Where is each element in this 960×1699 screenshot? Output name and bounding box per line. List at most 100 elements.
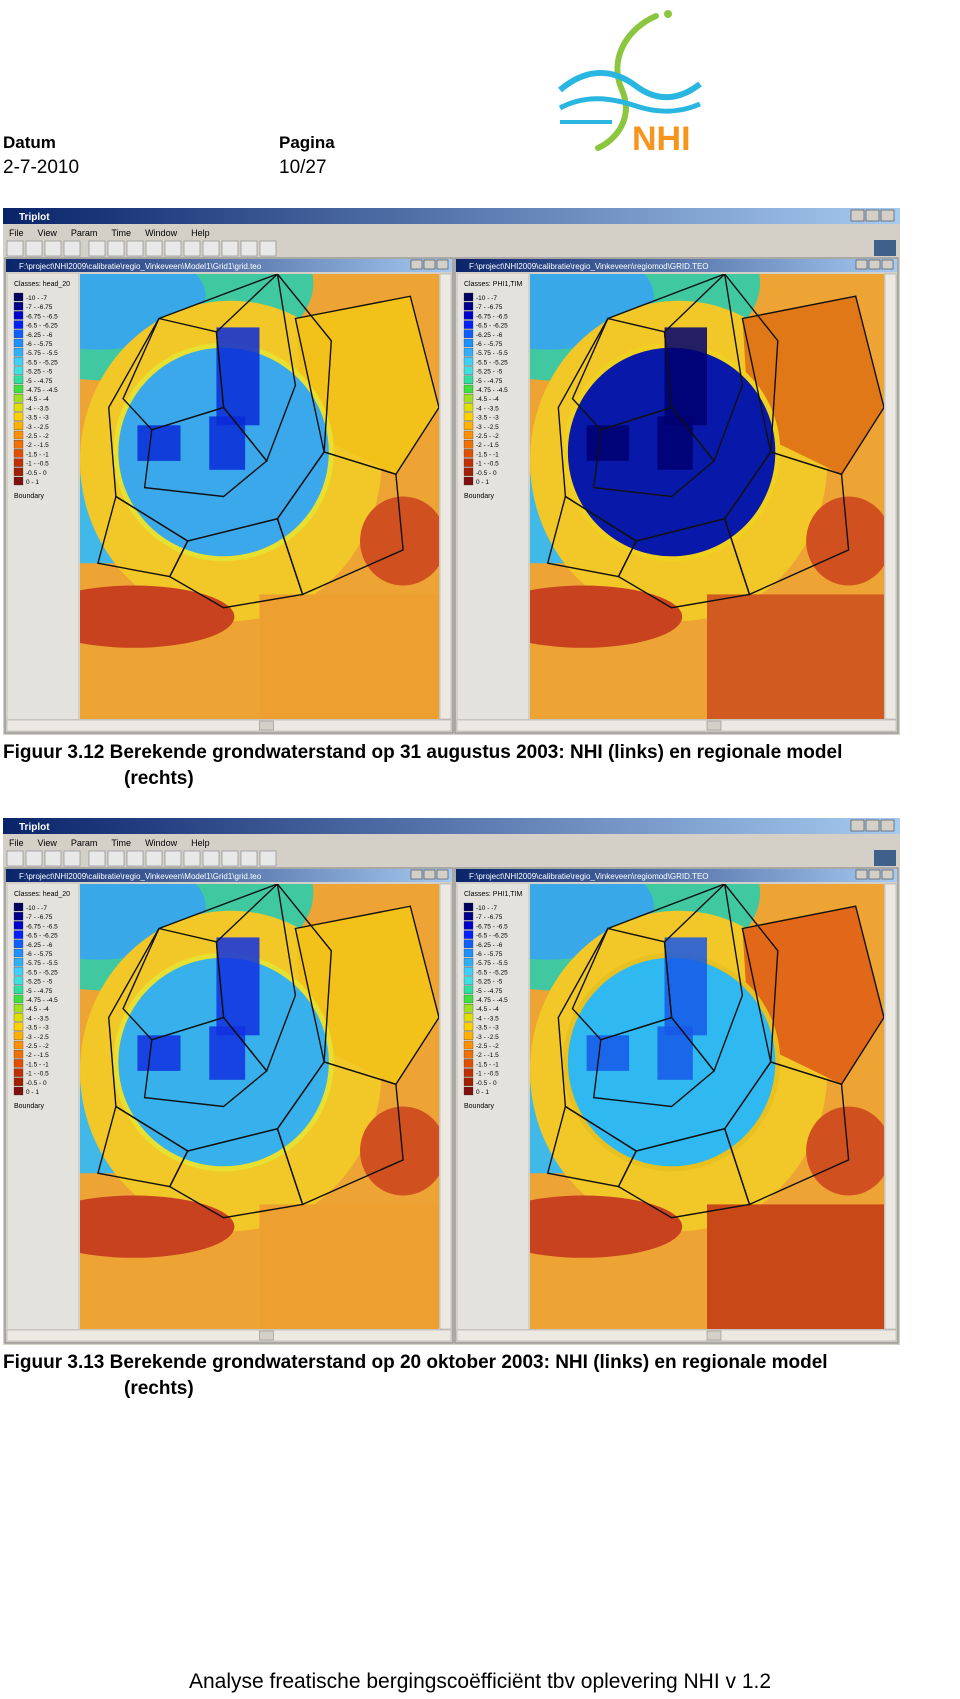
menu-item: Window: [145, 838, 178, 848]
legend-title: Classes: head_20: [14, 891, 70, 898]
legend-label: -6 - -5.75: [476, 341, 503, 348]
legend-swatch: [463, 458, 474, 467]
menu-item: Param: [71, 228, 98, 238]
toolbar-button: [107, 850, 125, 867]
legend-label: -0.5 - 0: [476, 1080, 497, 1087]
legend-label: -7 - -6.75: [476, 304, 503, 311]
legend-swatch: [13, 311, 24, 320]
legend-label: -7 - -6.75: [26, 914, 53, 921]
legend-label: -5.25 - -5: [26, 979, 53, 986]
legend-swatch: [13, 440, 24, 449]
legend-label: -1.5 - -1: [26, 451, 49, 458]
legend-swatch: [463, 302, 474, 311]
legend-swatch: [463, 1040, 474, 1050]
boundary: [592, 1016, 716, 1108]
boundary: [723, 1061, 850, 1206]
map-zone: [657, 1026, 693, 1080]
child-title-bar: [6, 259, 452, 272]
legend-label: -2 - -1.5: [476, 442, 499, 449]
map-zone: [707, 594, 884, 719]
map-zone: [806, 1106, 884, 1196]
map-zone: [360, 496, 439, 586]
window-button: [423, 259, 436, 270]
legend-swatch: [13, 921, 24, 930]
legend-swatch: [13, 1086, 24, 1096]
legend-label: -1 - -0.5: [26, 461, 49, 468]
legend-swatch: [13, 320, 24, 329]
legend-label: -4 - -3.5: [476, 1015, 499, 1022]
boundary: [97, 1105, 189, 1188]
legend-label: -0.5 - 0: [26, 470, 47, 477]
toolbar-button: [6, 850, 24, 867]
legend-label: -6.25 - -6: [26, 942, 53, 949]
legend-label: -6 - -5.75: [476, 951, 503, 958]
legend-label: 0 - 1: [476, 479, 489, 486]
map-zone: [259, 594, 439, 719]
legend-title: Classes: PHI1,TIM: [464, 281, 523, 288]
scrollbar: [439, 883, 452, 1330]
legend-label: -1.5 - -1: [26, 1061, 49, 1068]
child-title: F:\project\NHI2009\calibratie\regio_Vink…: [469, 262, 709, 271]
legend-label: -6.75 - -6.5: [476, 313, 508, 320]
boundary: [663, 884, 744, 1073]
window-button: [855, 869, 868, 880]
legend-swatch: [463, 921, 474, 930]
scroll-thumb: [259, 1330, 274, 1341]
legend-swatch: [463, 902, 474, 912]
legend-label: -3 - -2.5: [476, 424, 499, 431]
boundary: [741, 905, 884, 1086]
legend-label: -10 - -7: [26, 905, 47, 912]
title-bar: [3, 818, 900, 834]
legend-label: -4.75 - -4.5: [26, 387, 58, 394]
legend-swatch: [463, 412, 474, 421]
boundary: [215, 884, 297, 1073]
page-label: Pagina: [279, 133, 335, 152]
toolbar-button: [202, 240, 220, 257]
toolbar-button: [63, 850, 81, 867]
legend-swatch: [463, 1004, 474, 1013]
legend-label: -5.5 - -5.25: [476, 969, 508, 976]
legend-swatch: [463, 1068, 474, 1077]
menu-item: Help: [191, 838, 210, 848]
legend-label: -4.5 - -4: [476, 396, 499, 403]
legend-swatch: [463, 930, 474, 939]
boundary: [723, 451, 850, 596]
toolbar-button: [259, 850, 277, 867]
legend-label: -10 - -7: [476, 905, 497, 912]
legend-label: -3 - -2.5: [26, 1034, 49, 1041]
legend-swatch: [463, 1031, 474, 1040]
scrollbar: [6, 1329, 452, 1342]
toolbar-button: [25, 850, 43, 867]
menu-item: Time: [111, 838, 131, 848]
legend-label: -4 - -3.5: [26, 1015, 49, 1022]
logo-curve: [595, 13, 659, 151]
boundary: [215, 274, 297, 463]
toolbar-button: [240, 240, 258, 257]
legend-swatch: [463, 985, 474, 994]
legend-swatch: [13, 994, 24, 1004]
legend-swatch: [13, 384, 24, 394]
map-zone: [216, 937, 260, 1036]
footer: Analyse freatische bergingscoëfficiënt t…: [188, 1670, 772, 1693]
date-label: Datum: [3, 133, 56, 152]
legend-swatch: [463, 1050, 474, 1059]
child-title: F:\project\NHI2009\calibratie\regio_Vink…: [19, 262, 262, 271]
legend-swatch: [13, 976, 24, 985]
legend-label: -1.5 - -1: [476, 1061, 499, 1068]
legend-swatch: [13, 449, 24, 458]
legend-label: -2 - -1.5: [26, 1052, 49, 1059]
legend-swatch: [13, 1013, 24, 1022]
legend-title: Classes: PHI1,TIM: [464, 891, 523, 898]
legend-swatch: [13, 958, 24, 967]
legend-label: -2 - -1.5: [26, 442, 49, 449]
scroll-thumb: [706, 1330, 722, 1341]
window-title: Triplot: [19, 212, 50, 223]
legend-label: -2.5 - -2: [476, 433, 499, 440]
toolbar-button: [259, 240, 277, 257]
legend-swatch: [13, 985, 24, 994]
logo-dot: [664, 10, 672, 18]
legend-swatch: [13, 1077, 24, 1086]
legend-swatch: [463, 1077, 474, 1086]
boundary: [546, 495, 638, 578]
scrollbar: [439, 273, 452, 720]
